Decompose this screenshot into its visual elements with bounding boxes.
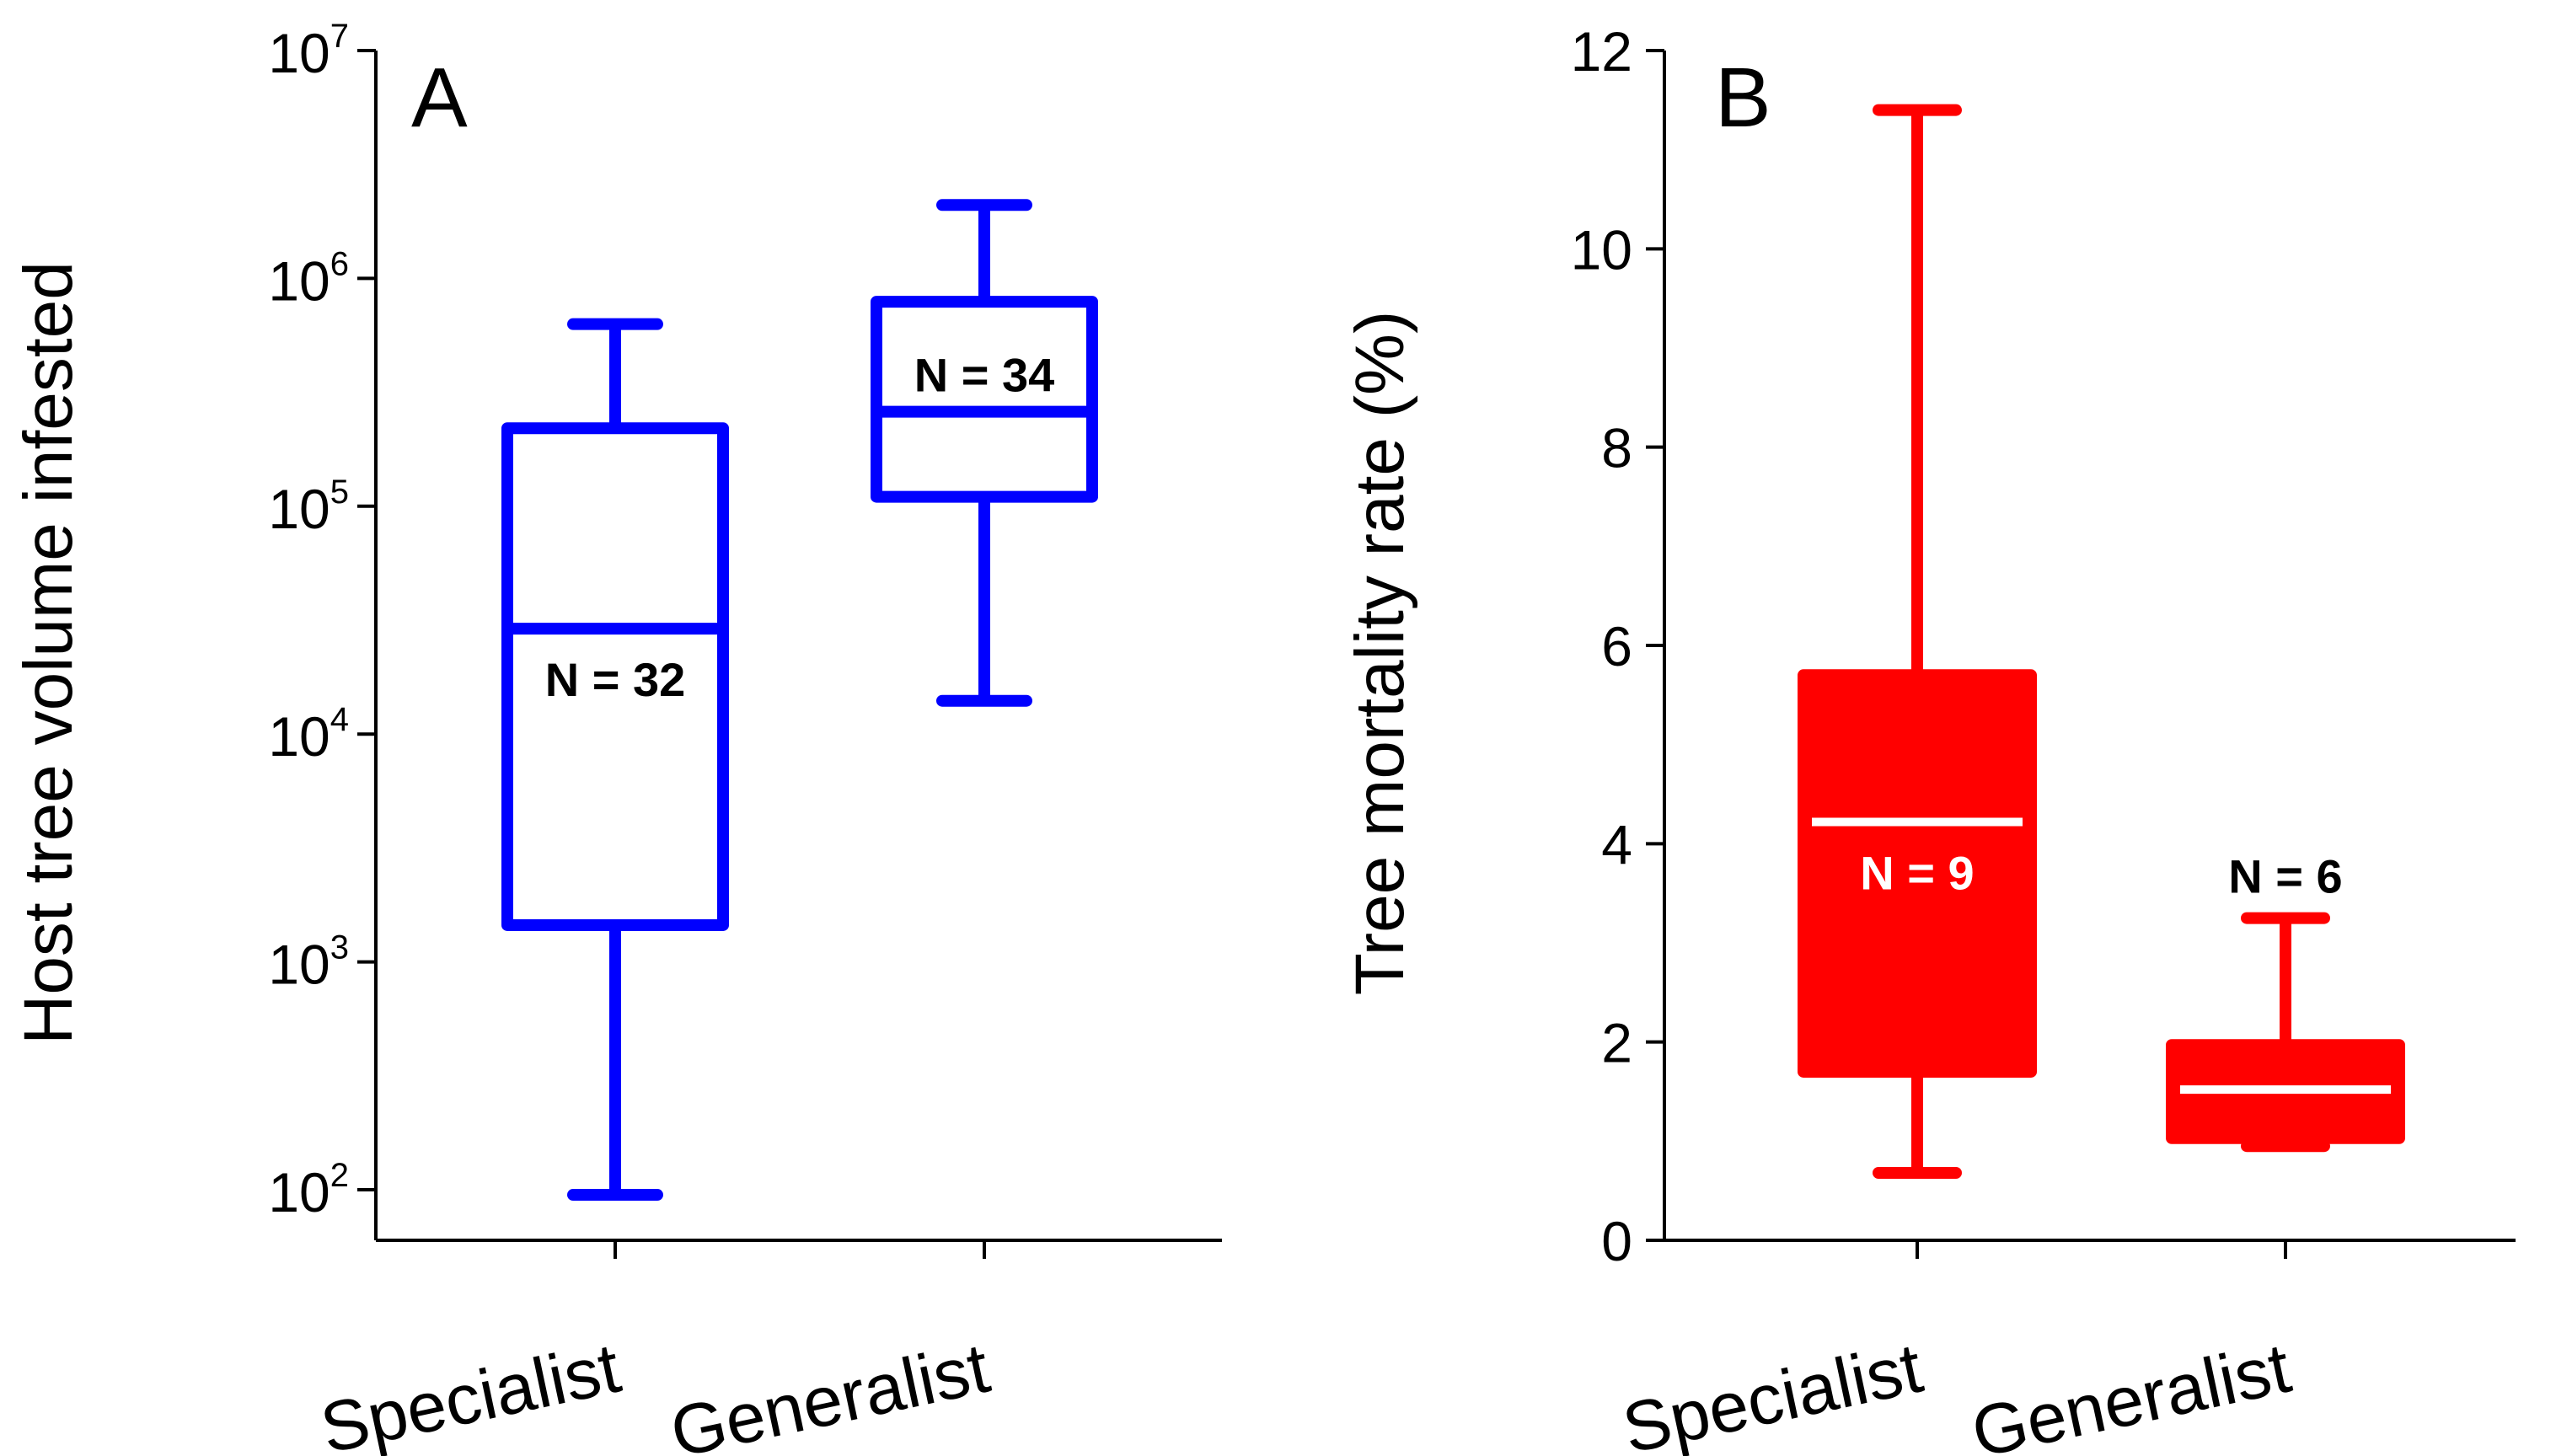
box-iqr — [1798, 669, 2037, 1078]
y-tick-label: 107 — [268, 18, 349, 84]
y-tick-label: 104 — [268, 701, 349, 768]
x-category-label: Generalist — [1965, 1328, 2297, 1456]
y-tick-label: 10 — [1571, 218, 1632, 281]
n-sample-label: N = 9 — [1860, 846, 1974, 899]
y-tick-label: 12 — [1571, 20, 1632, 83]
y-tick-label: 103 — [268, 929, 349, 996]
y-tick-label: 102 — [268, 1157, 349, 1223]
x-category-label: Specialist — [314, 1328, 627, 1456]
y-tick-label: 4 — [1601, 813, 1632, 875]
n-sample-label: N = 6 — [2228, 850, 2342, 903]
panel-letter: B — [1715, 51, 1771, 145]
y-tick-label: 0 — [1601, 1210, 1632, 1272]
y-axis-title: Tree mortality rate (%) — [1342, 311, 1418, 996]
panel-b-tree-mortality-chart: 0 2 4 6 8 10 12 Tree mortality rate (%) B Special… — [1342, 20, 2516, 1456]
n-sample-label: N = 34 — [914, 349, 1055, 402]
panel-a-host-tree-volume-chart: 102 103 104 105 106 107 Host tree volume infes… — [10, 18, 1222, 1456]
y-axis-title: Host tree volume infested — [10, 261, 87, 1045]
y-tick-label: 8 — [1601, 417, 1632, 479]
y-tick-label: 6 — [1601, 615, 1632, 677]
y-tick-label: 2 — [1601, 1012, 1632, 1074]
panel-letter: A — [411, 51, 468, 145]
box-iqr — [501, 422, 729, 931]
box-iqr — [871, 296, 1098, 503]
y-tick-label: 106 — [268, 245, 349, 312]
x-category-label: Specialist — [1616, 1328, 1929, 1456]
x-category-label: Generalist — [664, 1328, 996, 1456]
y-tick-label: 105 — [268, 474, 349, 540]
n-sample-label: N = 32 — [545, 653, 686, 706]
